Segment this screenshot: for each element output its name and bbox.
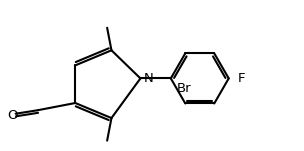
Text: O: O: [7, 109, 17, 122]
Text: N: N: [144, 72, 154, 85]
Text: Br: Br: [177, 82, 191, 95]
Text: F: F: [237, 72, 245, 85]
